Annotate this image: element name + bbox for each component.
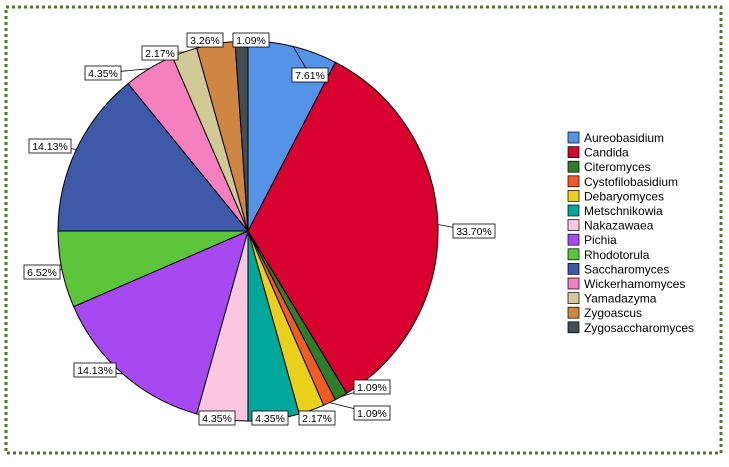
legend-item-zygosaccharomyces: Zygosaccharomyces: [567, 321, 694, 335]
data-label-box: [84, 65, 122, 81]
data-label-box: [186, 32, 224, 48]
data-label-text: 1.09%: [357, 382, 387, 394]
legend-item-citeromyces: Citeromyces: [567, 160, 651, 174]
data-label-yamadazyma: 2.17%: [141, 45, 179, 61]
pie-slice-saccharomyces: [57, 82, 250, 232]
legend-label: Pichia: [584, 233, 617, 247]
legend-label: Nakazawaea: [584, 219, 654, 233]
data-label-box: [232, 32, 270, 48]
legend-swatch: [567, 131, 580, 144]
data-label-box: [198, 410, 236, 426]
legend-item-wickerhamomyces: Wickerhamomyces: [567, 277, 685, 291]
legend-swatch: [567, 277, 580, 290]
legend-item-debaryomyces: Debaryomyces: [567, 189, 664, 203]
legend-item-candida: Candida: [567, 146, 629, 160]
legend-label: Cystofilobasidium: [584, 175, 678, 189]
data-label-box: [28, 138, 72, 154]
data-label-candida: 33.70%: [452, 223, 496, 239]
data-label-box: [298, 410, 336, 426]
data-label-box: [73, 362, 117, 378]
data-label-pichia: 14.13%: [73, 362, 117, 378]
legend-swatch: [567, 160, 580, 173]
legend-item-saccharomyces: Saccharomyces: [567, 262, 669, 276]
data-label-metschnikowia: 4.35%: [251, 410, 289, 426]
legend-label: Wickerhamomyces: [584, 277, 685, 291]
data-label-wickerhamomyces: 4.35%: [84, 65, 122, 81]
legend-label: Zygoascus: [584, 306, 642, 320]
legend-label: Zygosaccharomyces: [584, 321, 694, 335]
data-label-zygosaccharomyces: 1.09%: [232, 32, 270, 48]
data-label-box: [353, 379, 391, 395]
legend-swatch: [567, 190, 580, 202]
data-label-citeromyces: 1.09%: [353, 379, 391, 395]
legend-label: Saccharomyces: [584, 262, 669, 276]
data-label-text: 4.35%: [255, 413, 285, 425]
data-label-zygoascus: 3.26%: [186, 32, 224, 48]
chart-frame: [4, 5, 723, 455]
legend-swatch: [567, 233, 580, 246]
legend-item-yamadazyma: Yamadazyma: [567, 292, 657, 306]
legend-swatch: [567, 306, 580, 319]
data-label-text: 2.17%: [302, 413, 332, 425]
legend-swatch: [567, 146, 580, 158]
legend-label: Citeromyces: [584, 160, 651, 174]
legend-swatch: [567, 321, 580, 334]
data-label-text: 33.70%: [456, 226, 492, 238]
data-label-box: [353, 405, 391, 421]
data-label-rhodotorula: 6.52%: [23, 264, 61, 280]
data-label-box: [141, 45, 179, 61]
data-label-text: 4.35%: [88, 68, 118, 80]
data-label-box: [251, 410, 289, 426]
legend-label: Metschnikowia: [584, 204, 663, 218]
data-label-aureobasidium: 7.61%: [291, 67, 329, 83]
data-label-text: 2.17%: [145, 48, 175, 60]
legend-item-nakazawaea: Nakazawaea: [567, 219, 654, 233]
data-label-text: 1.09%: [236, 35, 266, 47]
legend-item-metschnikowia: Metschnikowia: [567, 204, 663, 218]
data-label-nakazawaea: 4.35%: [198, 410, 236, 426]
data-label-text: 1.09%: [357, 408, 387, 420]
legend-item-rhodotorula: Rhodotorula: [567, 248, 650, 262]
legend-swatch: [567, 292, 580, 304]
data-label-box: [291, 67, 329, 83]
legend-label: Aureobasidium: [584, 131, 664, 145]
data-label-debaryomyces: 2.17%: [298, 410, 336, 426]
legend-item-aureobasidium: Aureobasidium: [567, 131, 664, 145]
pie-slices: [57, 40, 439, 422]
data-label-text: 7.61%: [295, 70, 325, 82]
data-label-saccharomyces: 14.13%: [28, 138, 72, 154]
data-labels: 7.61% 33.70% 1.09% 1.09% 2.17% 4.35% 4.35% 14.1…: [23, 32, 496, 426]
data-label-text: 3.26%: [190, 35, 220, 47]
legend-item-pichia: Pichia: [567, 233, 617, 247]
legend-label: Debaryomyces: [584, 189, 664, 203]
data-label-text: 14.13%: [32, 141, 68, 153]
legend-swatch: [567, 204, 580, 217]
legend-item-zygoascus: Zygoascus: [567, 306, 642, 320]
data-label-box: [23, 264, 61, 280]
legend-swatch: [567, 248, 580, 261]
legend-swatch: [567, 175, 580, 188]
data-label-text: 6.52%: [27, 267, 57, 279]
legend: AureobasidiumCandidaCiteromycesCystofilo…: [567, 131, 694, 335]
legend-label: Yamadazyma: [584, 292, 657, 306]
pie-slice-pichia: [73, 230, 249, 415]
legend-swatch: [567, 263, 580, 275]
legend-item-cystofilobasidium: Cystofilobasidium: [567, 175, 678, 189]
legend-label: Rhodotorula: [584, 248, 650, 262]
legend-swatch: [567, 219, 580, 231]
data-label-box: [452, 223, 496, 239]
data-label-text: 14.13%: [77, 365, 113, 377]
data-label-text: 4.35%: [202, 413, 232, 425]
data-label-cystofilobasidium: 1.09%: [353, 405, 391, 421]
legend-label: Candida: [584, 146, 629, 160]
